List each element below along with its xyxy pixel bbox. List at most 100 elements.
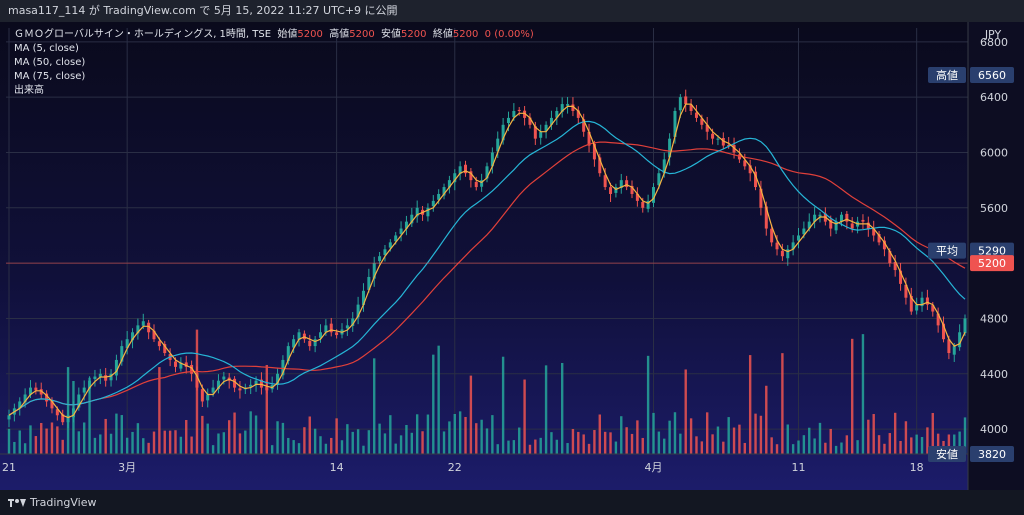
candle-body — [211, 387, 215, 393]
ma75-line — [8, 141, 966, 416]
volume-bar — [711, 434, 714, 454]
tradingview-logo[interactable]: TradingView — [8, 496, 96, 509]
candle-body — [356, 304, 360, 318]
volume-bar — [292, 440, 295, 454]
volume-bar — [657, 431, 661, 454]
candle-body — [517, 109, 521, 111]
volume-bar — [265, 365, 268, 454]
chart-legend: ＧＭＯグローバルサイン・ホールディングス, 1時間, TSE 始値5200 高値… — [14, 28, 534, 98]
legend-ma5[interactable]: MA (5, close) — [14, 43, 79, 54]
volume-bar — [260, 429, 263, 454]
volume-bar — [233, 412, 236, 454]
candle-body — [216, 380, 220, 389]
volume-bar — [249, 411, 252, 454]
price-chart[interactable]: JPY 4000 4400 4800 5200 5600 6000 6400 6800 21 3月… — [0, 22, 1024, 490]
candle-body — [426, 207, 430, 217]
volume-bar — [797, 440, 800, 454]
candle-body — [716, 138, 720, 140]
volume-bar — [120, 415, 123, 454]
volume-bar — [904, 421, 908, 454]
volume-bar — [405, 424, 408, 454]
volume-bar — [963, 417, 967, 454]
candle-body — [512, 110, 516, 118]
candle-body — [297, 332, 301, 340]
candle-body — [206, 394, 210, 401]
candle-body — [496, 138, 500, 152]
price-tick-label: 4000 — [980, 423, 1008, 436]
volume-bar — [7, 428, 11, 454]
candle-body — [775, 242, 779, 250]
volume-bar — [426, 414, 430, 454]
candle-body — [367, 276, 371, 290]
symbol-title[interactable]: ＧＭＯグローバルサイン・ホールディングス, 1時間, TSE — [14, 29, 272, 40]
candle-body — [963, 318, 967, 334]
tradingview-icon — [8, 498, 26, 507]
volume-bar — [947, 434, 951, 454]
volume-bar — [614, 441, 618, 454]
candle-body — [947, 339, 951, 354]
volume-bar — [910, 437, 913, 454]
candle-body — [582, 119, 586, 132]
candle-body — [592, 143, 596, 160]
candles — [7, 89, 967, 429]
candle-body — [222, 376, 226, 380]
candle-body — [61, 414, 65, 423]
chart-area[interactable]: JPY 4000 4400 4800 5200 5600 6000 6400 6800 21 3月… — [0, 22, 1024, 490]
volume-bar — [18, 430, 21, 454]
volume-bar — [834, 445, 838, 454]
legend-volume[interactable]: 出来高 — [14, 85, 44, 96]
volume-bar — [953, 434, 956, 454]
volume-bar — [759, 415, 763, 454]
candle-body — [458, 166, 462, 174]
volume-bar — [738, 424, 741, 454]
candle-body — [786, 249, 790, 259]
candle-body — [88, 380, 92, 389]
candle-body — [485, 166, 489, 179]
candle-body — [50, 400, 54, 409]
volume-bar — [883, 443, 886, 454]
legend-ma50[interactable]: MA (50, close) — [14, 57, 86, 68]
volume-bar — [131, 431, 134, 454]
candle-body — [254, 380, 258, 385]
volume-bar — [195, 329, 199, 454]
candle-body — [544, 124, 548, 131]
candle-body — [839, 214, 843, 222]
low-value: 5200 — [401, 29, 427, 40]
candle-body — [55, 409, 59, 416]
open-value: 5200 — [297, 29, 323, 40]
candle-body — [141, 321, 145, 326]
candle-body — [184, 362, 188, 367]
volume-bar — [754, 413, 757, 454]
candle-body — [942, 323, 946, 340]
volume-bar — [238, 433, 242, 454]
volume-bar — [684, 369, 687, 454]
candle-body — [797, 235, 801, 241]
volume-bar — [244, 430, 247, 454]
candle-body — [523, 110, 527, 118]
volume-bar — [335, 418, 338, 454]
time-axis[interactable]: 213月14224月11185月16 — [0, 453, 1024, 474]
volume-bar — [410, 432, 414, 454]
candle-body — [23, 394, 27, 403]
candle-body — [904, 284, 908, 298]
grid — [6, 28, 968, 454]
candle-body — [190, 364, 194, 374]
candle-body — [399, 228, 403, 235]
candle-body — [625, 180, 629, 188]
volume-bar — [663, 438, 666, 454]
volume-bar — [222, 432, 226, 454]
candle-body — [324, 325, 328, 333]
volume-bar — [303, 427, 306, 454]
candle-body — [791, 242, 795, 250]
candle-body — [899, 270, 903, 284]
volume-bar — [190, 436, 193, 454]
change-value: 0 (0.00%) — [484, 29, 534, 40]
volume-bar — [603, 431, 607, 454]
legend-ma75[interactable]: MA (75, close) — [14, 71, 86, 82]
volume-bar — [142, 438, 145, 454]
price-tag-label: 平均 — [936, 245, 958, 258]
volume-bar — [571, 429, 575, 454]
volume-bar — [915, 434, 918, 454]
volume-bar — [920, 437, 924, 454]
volume-bar — [899, 440, 902, 454]
